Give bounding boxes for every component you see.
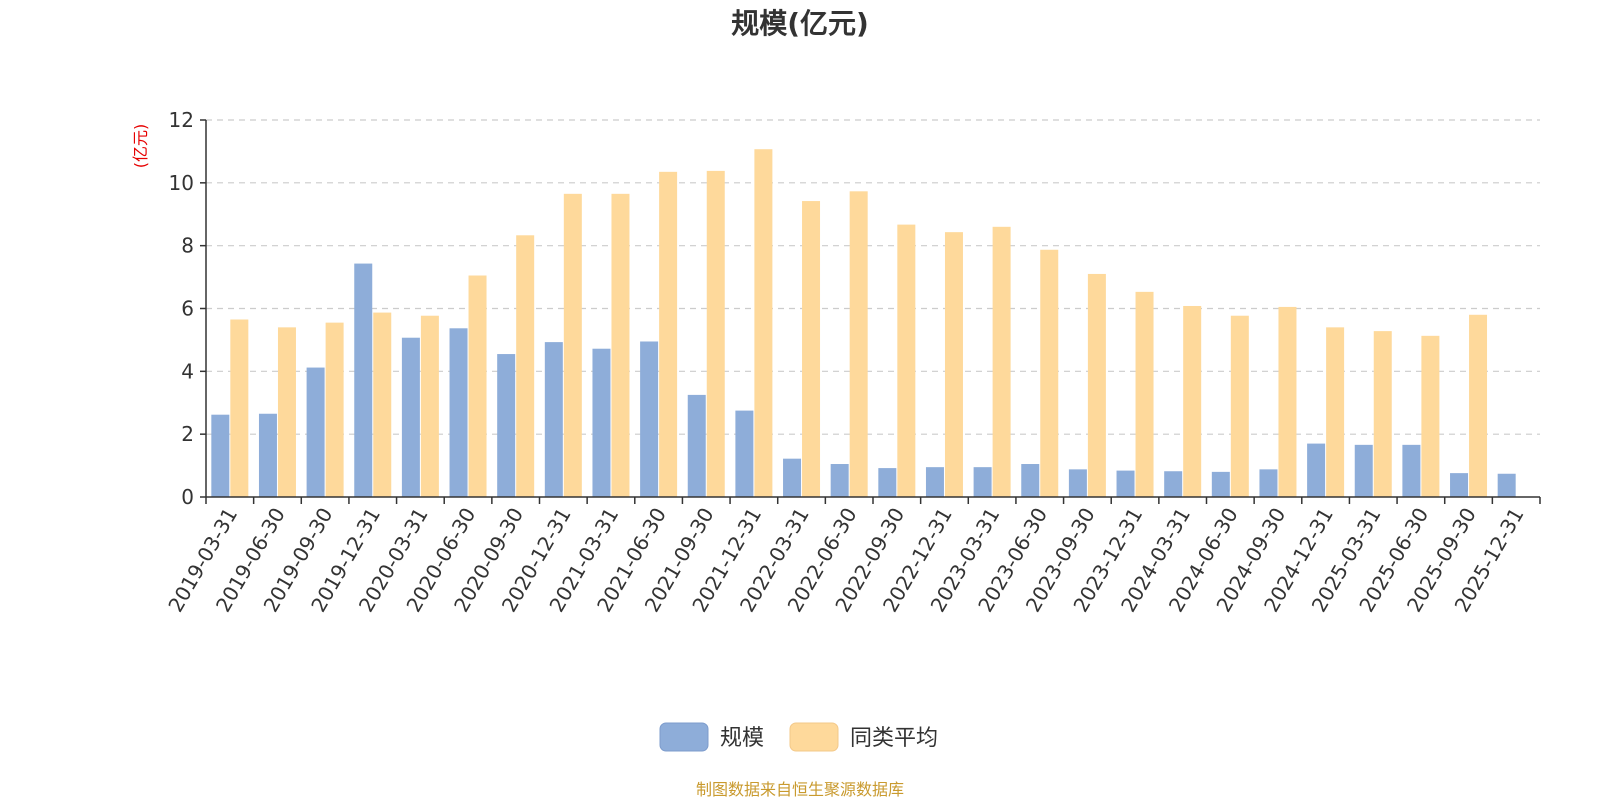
bar-peer-average[interactable] <box>754 149 773 497</box>
chart-title: 规模(亿元) <box>731 7 869 40</box>
bar-scale[interactable] <box>401 337 420 497</box>
y-tick-label: 0 <box>181 485 194 509</box>
source-note: 制图数据来自恒生聚源数据库 <box>696 780 904 799</box>
bar-peer-average[interactable] <box>373 312 392 497</box>
bar-scale[interactable] <box>354 263 373 497</box>
bar-scale[interactable] <box>687 394 706 497</box>
bar-scale[interactable] <box>1450 473 1469 497</box>
bar-scale[interactable] <box>925 467 944 497</box>
bar-scale[interactable] <box>1354 444 1373 497</box>
bar-scale[interactable] <box>1068 469 1087 497</box>
bar-scale[interactable] <box>592 348 611 497</box>
legend-swatch <box>789 722 839 752</box>
bar-peer-average[interactable] <box>659 171 678 497</box>
bars <box>211 149 1516 498</box>
bar-peer-average[interactable] <box>802 201 821 497</box>
bar-peer-average[interactable] <box>325 322 344 497</box>
bar-peer-average[interactable] <box>1183 305 1202 497</box>
y-tick-label: 6 <box>181 297 194 321</box>
bar-peer-average[interactable] <box>1278 306 1297 497</box>
bar-scale[interactable] <box>258 413 277 497</box>
legend-label: 规模 <box>720 726 764 751</box>
bar-scale[interactable] <box>306 367 325 497</box>
bar-peer-average[interactable] <box>611 193 630 497</box>
bar-peer-average[interactable] <box>1230 315 1249 497</box>
bar-peer-average[interactable] <box>944 232 963 497</box>
bar-scale[interactable] <box>1402 444 1421 497</box>
bar-peer-average[interactable] <box>420 315 439 497</box>
legend[interactable]: 规模 同类平均 <box>659 722 938 752</box>
y-tick-label: 4 <box>181 359 194 383</box>
bar-peer-average[interactable] <box>230 319 249 497</box>
y-tick-label: 8 <box>181 234 194 258</box>
bar-scale[interactable] <box>878 468 897 497</box>
legend-label: 同类平均 <box>850 726 938 751</box>
legend-item-scale[interactable]: 规模 <box>659 722 764 752</box>
y-axis-unit-label: (亿元) <box>131 124 150 169</box>
y-tick-label: 12 <box>169 108 194 132</box>
bar-scale[interactable] <box>1021 464 1040 497</box>
bar-peer-average[interactable] <box>1135 291 1154 497</box>
bar-scale[interactable] <box>735 410 754 497</box>
bar-peer-average[interactable] <box>1040 249 1059 497</box>
bar-scale[interactable] <box>449 328 468 497</box>
y-tick-label: 2 <box>181 422 194 446</box>
bar-scale[interactable] <box>783 458 802 497</box>
bar-peer-average[interactable] <box>563 193 582 497</box>
legend-item-peer-average[interactable]: 同类平均 <box>789 722 938 752</box>
bar-scale[interactable] <box>1497 473 1516 497</box>
bar-scale[interactable] <box>544 342 563 497</box>
bar-peer-average[interactable] <box>897 224 916 497</box>
bar-peer-average[interactable] <box>706 170 725 497</box>
bar-peer-average[interactable] <box>516 235 535 497</box>
bar-scale[interactable] <box>1307 443 1326 497</box>
bar-peer-average[interactable] <box>992 226 1011 498</box>
bar-scale[interactable] <box>1164 471 1183 497</box>
bar-peer-average[interactable] <box>1087 273 1106 497</box>
bar-scale[interactable] <box>830 464 849 497</box>
bar-scale[interactable] <box>1116 470 1135 497</box>
y-tick-label: 10 <box>169 171 194 195</box>
bar-peer-average[interactable] <box>1469 314 1488 497</box>
bar-peer-average[interactable] <box>277 327 296 497</box>
bar-peer-average[interactable] <box>849 191 868 497</box>
bar-peer-average[interactable] <box>468 275 487 497</box>
bar-scale[interactable] <box>640 341 659 497</box>
legend-swatch <box>659 722 709 752</box>
bar-peer-average[interactable] <box>1373 331 1392 497</box>
bar-scale[interactable] <box>1211 471 1230 497</box>
bar-scale[interactable] <box>973 467 992 497</box>
bar-scale[interactable] <box>211 414 230 497</box>
bar-scale[interactable] <box>497 354 516 497</box>
bar-peer-average[interactable] <box>1326 327 1345 497</box>
bar-scale[interactable] <box>1259 469 1278 497</box>
bar-peer-average[interactable] <box>1421 335 1440 497</box>
